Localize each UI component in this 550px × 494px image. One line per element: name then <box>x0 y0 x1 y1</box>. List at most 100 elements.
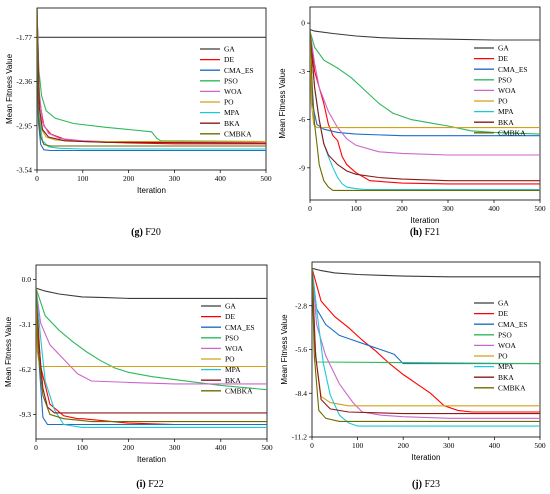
legend-label-de: DE <box>498 54 508 63</box>
legend-label-ga: GA <box>224 45 235 54</box>
legend-label-bka: BKA <box>225 376 241 385</box>
series-line-mpa <box>312 268 540 427</box>
x-tick-label: 200 <box>398 441 410 450</box>
legend-label-ga: GA <box>225 302 236 311</box>
y-tick-label: -9.3 <box>19 410 31 419</box>
legend-label-woa: WOA <box>498 341 516 350</box>
legend-label-de: DE <box>224 55 234 64</box>
legend-label-cmbka: CMBKA <box>498 383 526 392</box>
legend-label-cma_es: CMA_ES <box>225 323 255 332</box>
x-tick-label: 500 <box>261 443 273 452</box>
y-axis-label: Mean Fitness Value <box>278 68 287 139</box>
series-line-woa <box>312 268 540 419</box>
plot-area <box>35 264 268 440</box>
x-tick-label: 300 <box>443 441 455 450</box>
x-tick-label: 300 <box>442 204 454 213</box>
y-tick-label: -6 <box>299 115 305 124</box>
x-tick-label: 0 <box>308 204 312 213</box>
legend-label-pso: PSO <box>498 75 512 84</box>
series-line-cmbka <box>36 288 267 423</box>
legend-label-ga: GA <box>498 299 509 308</box>
y-tick-label: -5.6 <box>295 345 307 354</box>
series-line-po <box>310 31 540 129</box>
chart-panel-1: 0 100 200 300 400 500 0 -3 -6 -9 Iteration Mean Fit… <box>278 6 546 238</box>
x-tick-label: 200 <box>123 174 135 183</box>
series-line-bka <box>310 31 540 182</box>
legend-label-pso: PSO <box>224 76 238 85</box>
legend-label-pso: PSO <box>498 330 512 339</box>
legend-label-bka: BKA <box>498 118 514 127</box>
x-tick-label: 400 <box>488 204 500 213</box>
y-axis-label: Mean Fitness Value <box>5 53 14 124</box>
series-line-woa <box>36 288 267 385</box>
legend-label-cmbka: CMBKA <box>498 128 526 137</box>
x-axis-label: Iteration <box>137 186 166 195</box>
series-line-cmbka <box>37 8 266 147</box>
legend-label-woa: WOA <box>224 87 242 96</box>
y-tick-label: -2.8 <box>295 301 307 310</box>
legend-label-bka: BKA <box>224 119 240 128</box>
legend-label-bka: BKA <box>498 373 514 382</box>
series-line-ga <box>312 267 540 278</box>
x-tick-label: 100 <box>77 443 89 452</box>
y-axis-label: Mean Fitness Value <box>280 314 289 385</box>
y-tick-label: -3 <box>299 67 305 76</box>
series-line-de <box>312 268 540 413</box>
series-line-cma_es <box>312 268 540 365</box>
x-tick-label: 300 <box>169 174 181 183</box>
y-tick-label: -9 <box>299 163 305 172</box>
y-tick-label: 0 <box>301 19 305 28</box>
y-tick-label: -2.95 <box>16 121 32 130</box>
x-tick-label: 200 <box>396 204 408 213</box>
x-tick-label: 0 <box>310 441 314 450</box>
panel-caption: (i) F22 <box>136 479 164 490</box>
x-tick-label: 400 <box>489 441 501 450</box>
x-tick-label: 200 <box>123 443 135 452</box>
x-axis-label: Iteration <box>411 216 440 225</box>
legend-label-de: DE <box>225 312 235 321</box>
series-line-ga <box>36 287 267 299</box>
series-line-mpa <box>36 288 267 428</box>
x-tick-label: 100 <box>352 441 364 450</box>
chart-panel-3: 0 100 200 300 400 500 -2.8 -5.6 -8.4 -11.2 Iterati… <box>280 261 546 490</box>
legend-label-de: DE <box>498 309 508 318</box>
legend-label-cma_es: CMA_ES <box>224 66 254 75</box>
x-tick-label: 0 <box>34 443 38 452</box>
x-tick-label: 500 <box>260 174 272 183</box>
y-tick-label: -3.54 <box>16 166 32 175</box>
x-tick-label: 400 <box>215 443 227 452</box>
x-tick-label: 0 <box>35 174 39 183</box>
legend-label-cma_es: CMA_ES <box>498 320 528 329</box>
y-tick-label: -3.1 <box>19 320 31 329</box>
plot-area <box>311 261 541 438</box>
y-tick-label: -6.2 <box>19 365 31 374</box>
legend-label-pso: PSO <box>225 333 239 342</box>
legend-label-po: PO <box>498 97 508 106</box>
legend-label-po: PO <box>225 355 235 364</box>
y-axis-label: Mean Fitness Value <box>4 316 13 387</box>
x-tick-label: 300 <box>169 443 181 452</box>
series-line-woa <box>310 31 540 156</box>
legend-label-ga: GA <box>498 44 509 53</box>
legend-label-cma_es: CMA_ES <box>498 65 528 74</box>
y-tick-label: 0.0 <box>22 275 32 284</box>
legend-label-mpa: MPA <box>498 362 514 371</box>
x-axis-label: Iteration <box>137 455 166 464</box>
x-tick-label: 500 <box>534 204 546 213</box>
x-tick-label: 500 <box>534 441 546 450</box>
series-line-bka <box>37 8 266 144</box>
y-tick-label: -1.77 <box>16 33 32 42</box>
panel-caption: (g) F20 <box>131 227 161 238</box>
legend-label-po: PO <box>224 98 234 107</box>
y-tick-label: -2.36 <box>16 77 32 86</box>
x-tick-label: 100 <box>77 174 89 183</box>
legend-label-woa: WOA <box>225 344 243 353</box>
series-line-cmbka <box>310 31 540 191</box>
y-tick-label: -8.4 <box>295 389 307 398</box>
series-line-pso <box>37 8 266 143</box>
series-line-cmbka <box>312 268 540 422</box>
legend-label-mpa: MPA <box>225 365 241 374</box>
legend-label-mpa: MPA <box>224 108 240 117</box>
legend-label-woa: WOA <box>498 86 516 95</box>
